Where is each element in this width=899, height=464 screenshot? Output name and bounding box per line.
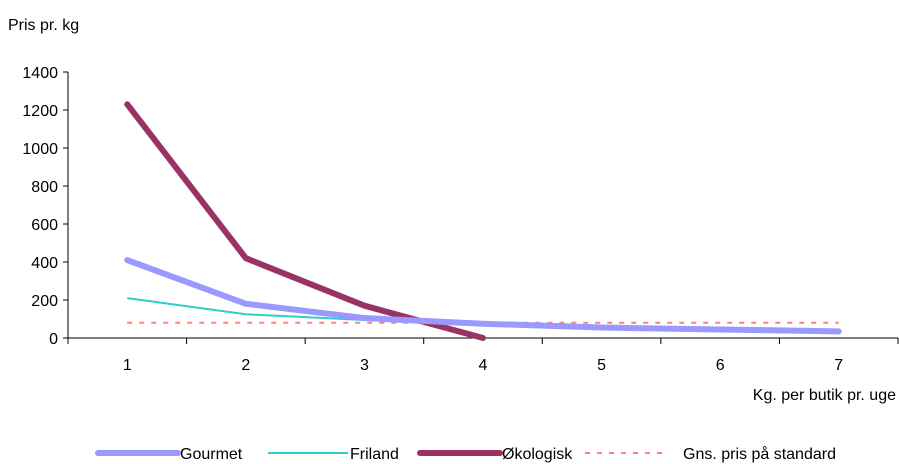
x-tick-label: 3 <box>360 357 369 374</box>
legend: Gourmet Friland Økologisk Gns. pris på stan… <box>95 445 836 463</box>
y-axis-title: Pris pr. kg <box>8 17 79 34</box>
y-tick-label: 600 <box>31 217 58 234</box>
legend-label: Gns. pris på standard <box>683 445 836 463</box>
y-tick-label: 200 <box>31 293 58 310</box>
axes: 0 200 400 600 800 1000 1200 1400 1 2 3 4 5 6 7 <box>22 65 899 374</box>
legend-label: Økologisk <box>502 446 573 463</box>
x-tick-label: 1 <box>123 357 132 374</box>
series-group <box>124 101 842 341</box>
x-axis-title: Kg. per butik pr. uge <box>753 387 896 404</box>
y-tick-label: 800 <box>31 179 58 196</box>
x-tick-label: 4 <box>479 357 488 374</box>
x-tick-label: 6 <box>716 357 725 374</box>
series-line-gourmet <box>124 257 842 335</box>
x-tick-label: 2 <box>241 357 250 374</box>
series-line-kologisk <box>124 101 486 341</box>
legend-label: Gourmet <box>180 446 243 463</box>
x-tick-label: 5 <box>597 357 606 374</box>
y-tick-label: 1200 <box>22 103 58 120</box>
x-tick-label: 7 <box>834 357 843 374</box>
y-tick-label: 0 <box>49 331 58 348</box>
y-tick-label: 1000 <box>22 141 58 158</box>
legend-label: Friland <box>350 446 399 463</box>
y-tick-label: 1400 <box>22 65 58 82</box>
y-tick-label: 400 <box>31 255 58 272</box>
